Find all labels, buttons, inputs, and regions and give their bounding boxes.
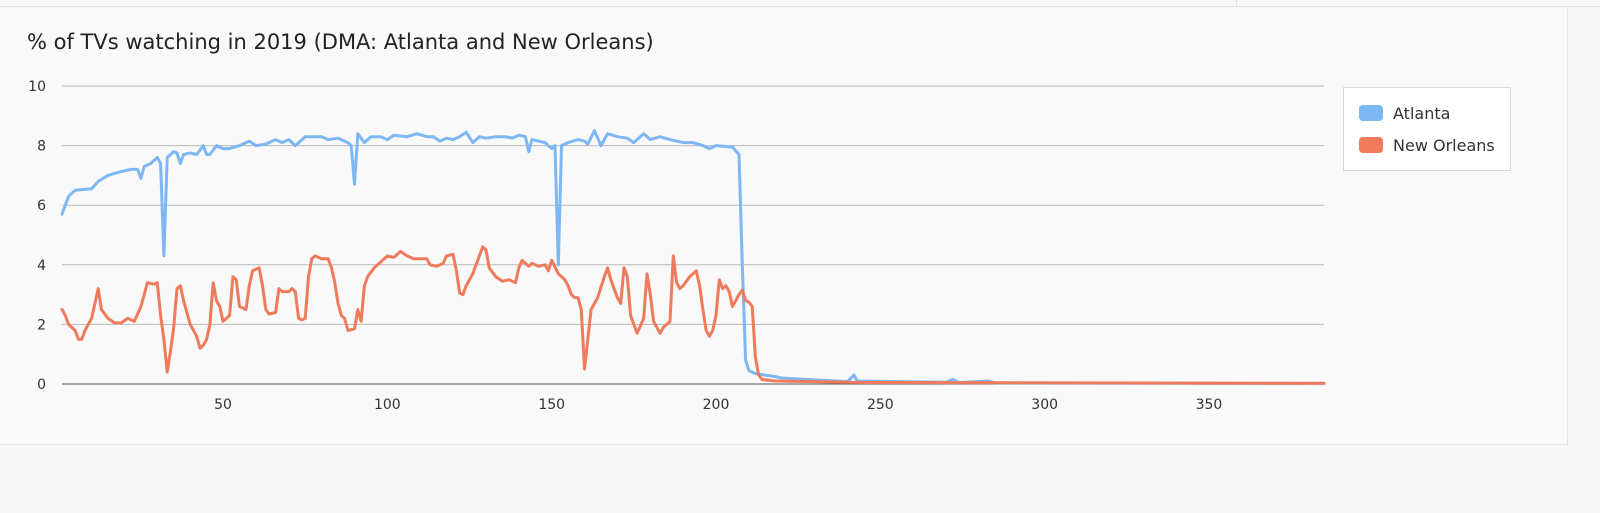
x-tick-label: 250 xyxy=(867,397,894,413)
x-tick-label: 350 xyxy=(1196,397,1223,413)
x-tick-label: 50 xyxy=(214,397,232,413)
series-lines xyxy=(60,129,1326,385)
x-tick-label: 200 xyxy=(703,397,730,413)
legend-swatch-new-orleans xyxy=(1359,137,1383,153)
y-tick-label: 8 xyxy=(37,139,46,155)
toolbar-divider xyxy=(1236,0,1237,6)
chart-legend: Atlanta New Orleans xyxy=(1343,87,1511,171)
x-tick-label: 150 xyxy=(538,397,565,413)
chart-panel: % of TVs watching in 2019 (DMA: Atlanta … xyxy=(0,8,1568,445)
gridlines xyxy=(62,85,1324,385)
y-tick-label: 10 xyxy=(28,79,46,95)
legend-swatch-atlanta xyxy=(1359,105,1383,121)
legend-item-atlanta[interactable]: Atlanta xyxy=(1359,102,1450,124)
y-tick-label: 0 xyxy=(37,377,46,393)
y-tick-label: 6 xyxy=(37,198,46,214)
chart-title: % of TVs watching in 2019 (DMA: Atlanta … xyxy=(27,30,654,54)
y-tick-label: 4 xyxy=(37,258,46,274)
x-tick-label: 300 xyxy=(1031,397,1058,413)
series-line-atlanta[interactable] xyxy=(60,129,1326,385)
legend-label-atlanta: Atlanta xyxy=(1393,103,1451,123)
top-toolbar-strip xyxy=(0,0,1600,7)
x-tick-label: 100 xyxy=(374,397,401,413)
series-line-new-orleans[interactable] xyxy=(60,245,1326,385)
y-tick-label: 2 xyxy=(37,317,46,333)
axis-ticks: 0 2 4 6 8 10 50 100 150 200 250 300 350 xyxy=(28,79,1222,413)
legend-label-new-orleans: New Orleans xyxy=(1393,135,1495,155)
legend-item-new-orleans[interactable]: New Orleans xyxy=(1359,134,1495,156)
